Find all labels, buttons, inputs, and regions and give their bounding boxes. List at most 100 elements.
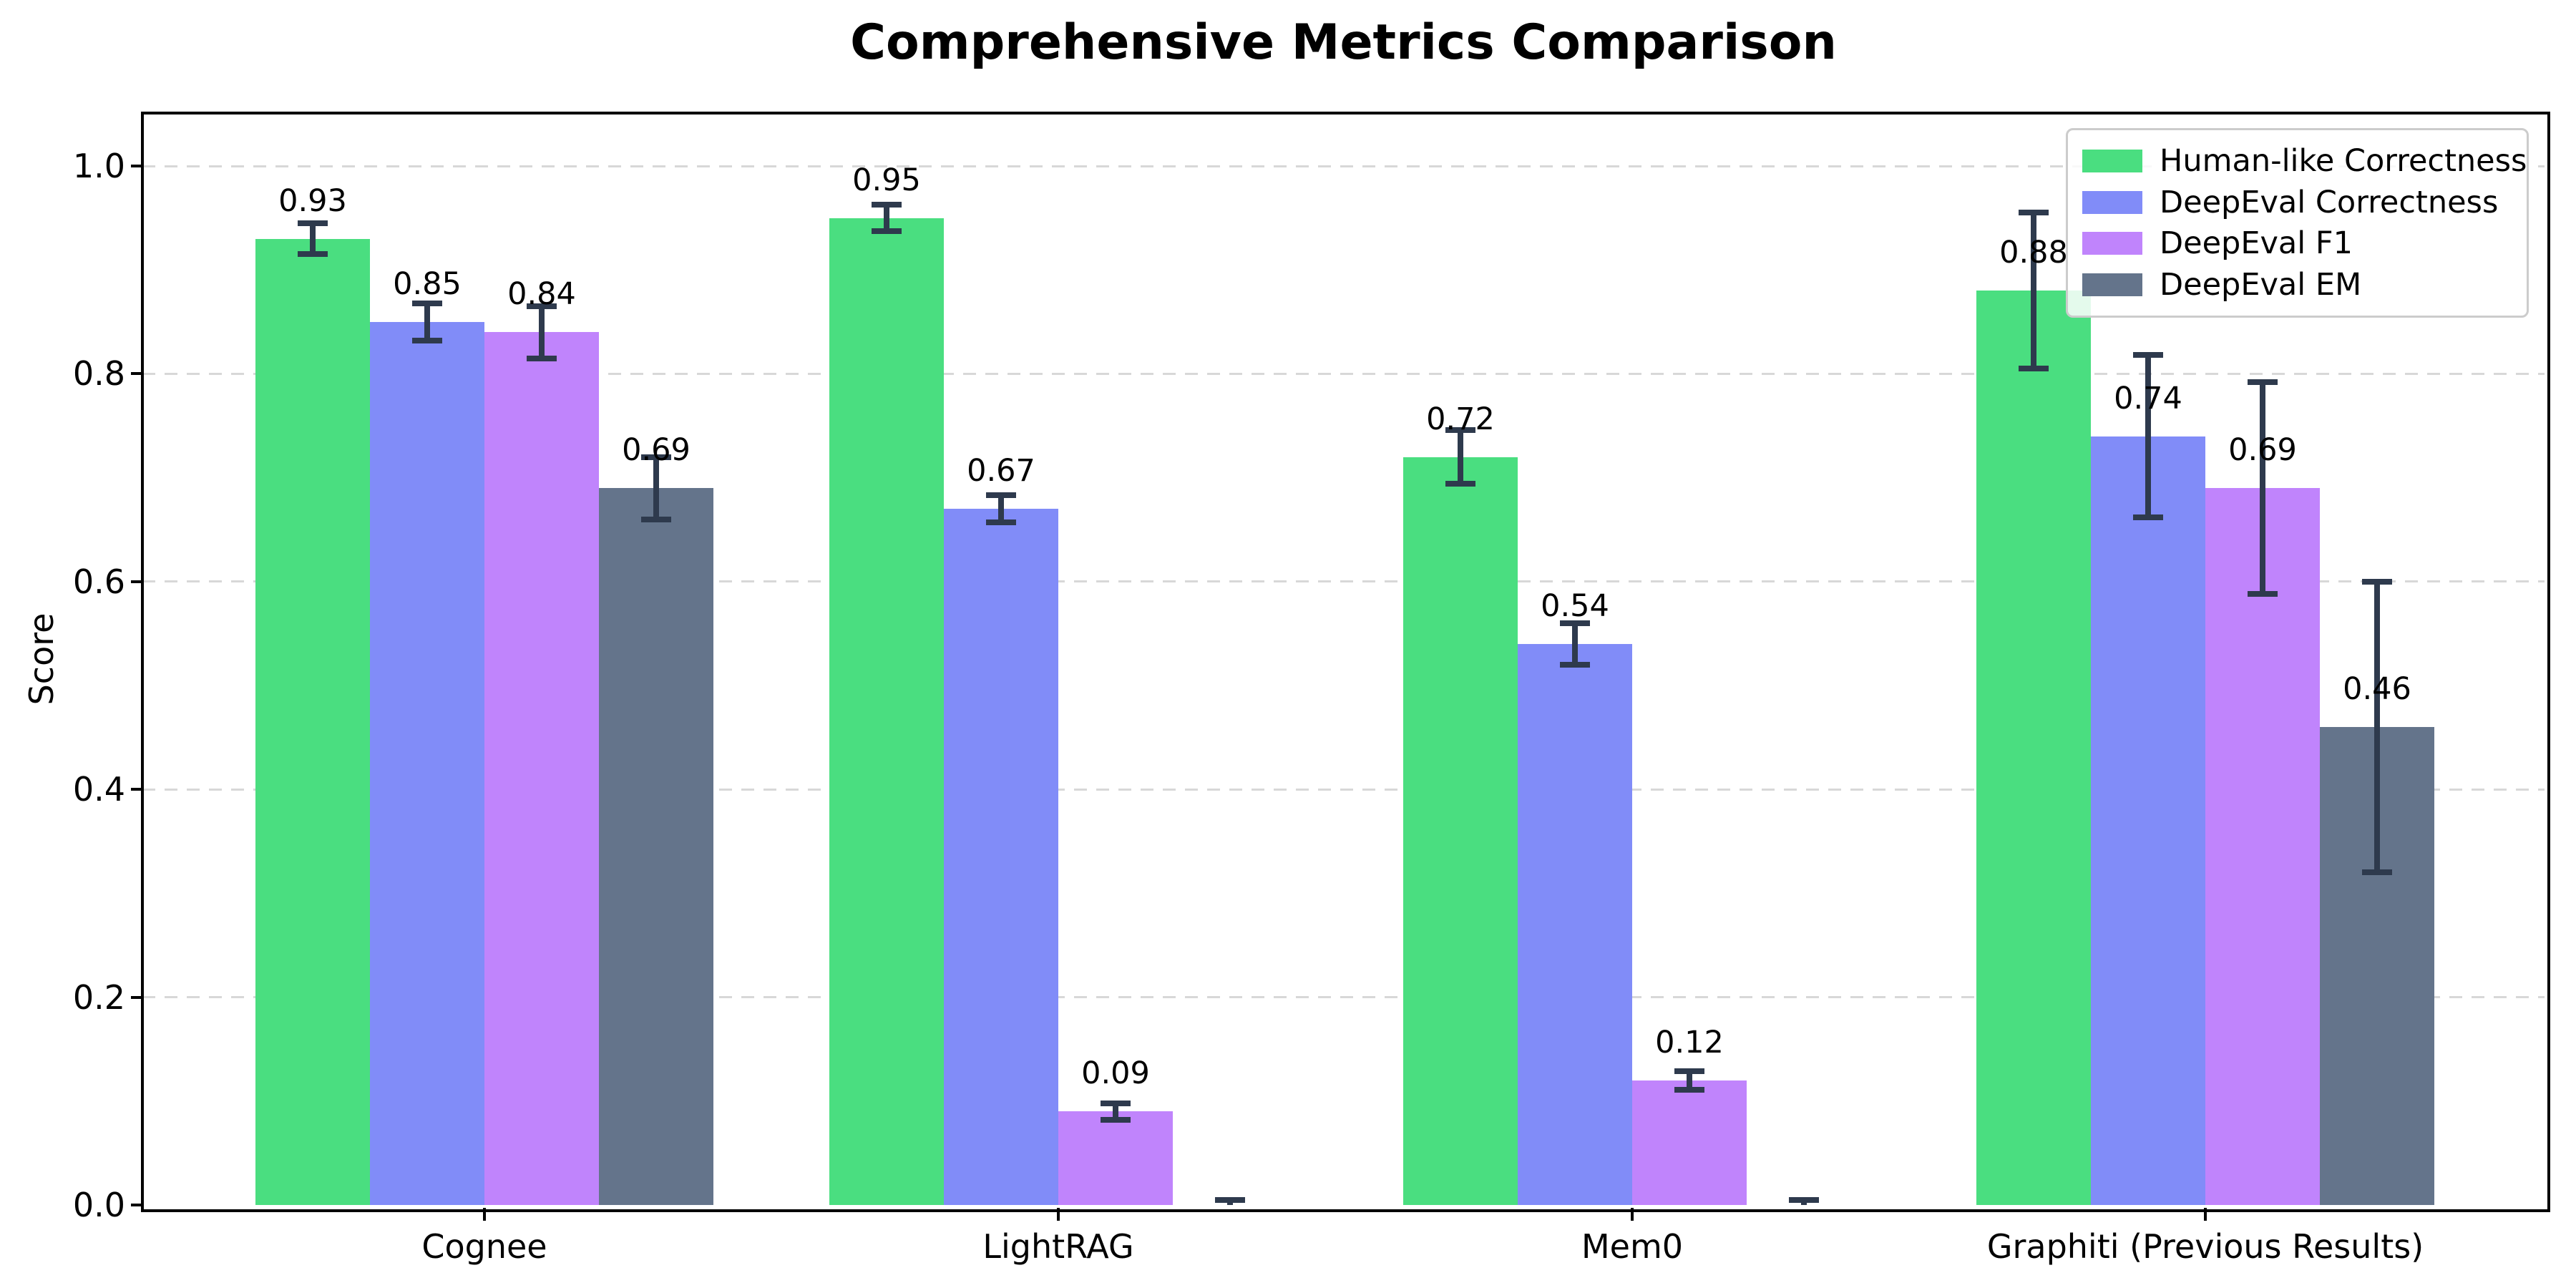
bar-value-label-deepeval-f1-mem0: 0.12 <box>1655 1024 1724 1060</box>
y-tick-mark-0.0 <box>131 1204 142 1206</box>
error-cap-bottom-human-like-correctness-cognee <box>298 251 328 258</box>
bar-deepeval-f1-graphiti-previous-results <box>2205 488 2320 1206</box>
x-tick-label-lightrag: LightRAG <box>982 1227 1134 1266</box>
error-cap-bottom-deepeval-correctness-cognee <box>412 337 442 343</box>
error-cap-top-human-like-correctness-lightrag <box>872 201 902 208</box>
error-bar-deepeval-em-graphiti-previous-results <box>2374 581 2380 873</box>
legend-swatch-deepeval-em <box>2082 273 2142 297</box>
error-cap-top-human-like-correctness-cognee <box>298 220 328 226</box>
bar-deepeval-em-cognee <box>599 488 713 1206</box>
x-tick-mark-graphiti-previous-results <box>2204 1208 2207 1221</box>
y-tick-label-0.4: 0.4 <box>72 770 125 809</box>
error-cap-bottom-deepeval-correctness-graphiti-previous-results <box>2133 514 2163 520</box>
error-cap-bottom-deepeval-correctness-lightrag <box>986 519 1016 526</box>
error-cap-top-human-like-correctness-graphiti-previous-results <box>2019 210 2049 216</box>
error-bar-human-like-correctness-mem0 <box>1458 429 1463 484</box>
y-axis-label: Score <box>22 613 61 706</box>
legend-label-deepeval-em: DeepEval EM <box>2160 267 2362 303</box>
bar-value-label-deepeval-correctness-cognee: 0.85 <box>393 265 462 302</box>
bar-value-label-human-like-correctness-lightrag: 0.95 <box>852 162 921 198</box>
gridline-0.8 <box>142 372 2545 375</box>
y-tick-mark-0.2 <box>131 995 142 999</box>
y-tick-label-0.8: 0.8 <box>72 354 125 394</box>
legend-item-human-like-correctness: Human-like Correctness <box>2082 140 2527 182</box>
error-cap-top-deepeval-correctness-lightrag <box>986 492 1016 499</box>
bar-deepeval-f1-lightrag <box>1058 1111 1173 1206</box>
error-bar-deepeval-correctness-mem0 <box>1572 623 1578 665</box>
error-cap-bottom-deepeval-f1-lightrag <box>1101 1116 1131 1123</box>
y-tick-mark-1.0 <box>131 165 142 167</box>
legend-swatch-human-like-correctness <box>2082 149 2142 172</box>
error-cap-bottom-deepeval-em-cognee <box>641 516 671 522</box>
error-cap-top-deepeval-em-mem0 <box>1789 1196 1819 1203</box>
error-bar-deepeval-em-cognee <box>653 457 659 519</box>
error-cap-bottom-deepeval-em-graphiti-previous-results <box>2362 869 2392 876</box>
error-bar-human-like-correctness-lightrag <box>884 204 889 232</box>
error-cap-bottom-human-like-correctness-graphiti-previous-results <box>2019 366 2049 372</box>
bar-value-label-human-like-correctness-cognee: 0.93 <box>278 182 347 219</box>
y-tick-label-0.2: 0.2 <box>72 977 125 1017</box>
error-bar-deepeval-correctness-lightrag <box>998 495 1004 523</box>
legend-label-human-like-correctness: Human-like Correctness <box>2160 142 2527 179</box>
gridline-1.0 <box>142 165 2545 167</box>
error-cap-top-deepeval-correctness-cognee <box>412 300 442 306</box>
error-cap-top-deepeval-f1-graphiti-previous-results <box>2248 379 2278 386</box>
chart-title: Comprehensive Metrics Comparison <box>850 14 1837 71</box>
error-cap-top-deepeval-em-lightrag <box>1215 1196 1245 1203</box>
error-bar-deepeval-f1-cognee <box>539 306 545 358</box>
legend: Human-like Correctness DeepEval Correctne… <box>2066 128 2529 318</box>
y-tick-mark-0.6 <box>131 580 142 583</box>
error-bar-deepeval-correctness-graphiti-previous-results <box>2145 355 2151 517</box>
x-tick-label-mem0: Mem0 <box>1581 1227 1684 1266</box>
bar-value-label-deepeval-f1-lightrag: 0.09 <box>1081 1055 1150 1092</box>
bar-deepeval-correctness-lightrag <box>944 509 1058 1206</box>
error-bar-human-like-correctness-graphiti-previous-results <box>2031 213 2036 369</box>
error-cap-top-human-like-correctness-mem0 <box>1445 426 1475 433</box>
error-cap-bottom-deepeval-correctness-mem0 <box>1560 661 1590 668</box>
bar-value-label-deepeval-f1-graphiti-previous-results: 0.69 <box>2228 432 2297 469</box>
y-tick-mark-0.4 <box>131 788 142 791</box>
error-cap-top-deepeval-correctness-graphiti-previous-results <box>2133 352 2163 358</box>
legend-item-deepeval-em: DeepEval EM <box>2082 264 2512 306</box>
error-cap-top-deepeval-correctness-mem0 <box>1560 620 1590 626</box>
error-bar-deepeval-f1-mem0 <box>1687 1070 1692 1090</box>
error-bar-deepeval-f1-lightrag <box>1113 1103 1118 1120</box>
error-cap-bottom-human-like-correctness-lightrag <box>872 228 902 235</box>
error-cap-bottom-deepeval-f1-cognee <box>527 355 557 361</box>
bar-value-label-deepeval-f1-cognee: 0.84 <box>507 276 576 313</box>
bar-deepeval-correctness-cognee <box>370 321 484 1205</box>
y-tick-label-0.6: 0.6 <box>72 562 125 601</box>
gridline-0.6 <box>142 580 2545 583</box>
bar-deepeval-correctness-graphiti-previous-results <box>2091 436 2205 1205</box>
error-cap-bottom-deepeval-f1-graphiti-previous-results <box>2248 591 2278 597</box>
y-tick-label-1.0: 1.0 <box>72 147 125 185</box>
bar-value-label-human-like-correctness-graphiti-previous-results: 0.88 <box>1999 235 2068 271</box>
bar-human-like-correctness-mem0 <box>1403 457 1518 1205</box>
bar-human-like-correctness-cognee <box>255 238 370 1205</box>
legend-label-deepeval-f1: DeepEval F1 <box>2160 225 2353 262</box>
bar-value-label-human-like-correctness-mem0: 0.72 <box>1426 401 1495 437</box>
y-tick-label-0.0: 0.0 <box>72 1186 125 1224</box>
bar-value-label-deepeval-correctness-mem0: 0.54 <box>1541 587 1609 624</box>
error-bar-deepeval-correctness-cognee <box>424 303 430 341</box>
error-cap-top-deepeval-em-cognee <box>641 454 671 460</box>
bar-value-label-deepeval-correctness-graphiti-previous-results: 0.74 <box>2114 380 2182 416</box>
error-cap-top-deepeval-f1-lightrag <box>1101 1100 1131 1106</box>
gridline-0.4 <box>142 788 2545 791</box>
bar-value-label-deepeval-em-graphiti-previous-results: 0.46 <box>2343 671 2411 708</box>
legend-label-deepeval-correctness: DeepEval Correctness <box>2160 184 2499 220</box>
bar-deepeval-correctness-mem0 <box>1518 643 1632 1205</box>
legend-swatch-deepeval-correctness <box>2082 190 2142 214</box>
x-tick-mark-mem0 <box>1631 1208 1634 1221</box>
bar-human-like-correctness-lightrag <box>829 218 944 1205</box>
bar-value-label-deepeval-em-cognee: 0.69 <box>622 432 691 469</box>
error-cap-top-deepeval-f1-mem0 <box>1674 1068 1704 1074</box>
x-tick-label-graphiti-previous-results: Graphiti (Previous Results) <box>1986 1227 2424 1266</box>
error-cap-top-deepeval-f1-cognee <box>527 303 557 310</box>
legend-item-deepeval-correctness: DeepEval Correctness <box>2082 182 2512 223</box>
error-bar-human-like-correctness-cognee <box>310 223 316 255</box>
legend-item-deepeval-f1: DeepEval F1 <box>2082 223 2512 265</box>
y-tick-mark-0.8 <box>131 372 142 376</box>
error-cap-bottom-deepeval-f1-mem0 <box>1674 1086 1704 1093</box>
